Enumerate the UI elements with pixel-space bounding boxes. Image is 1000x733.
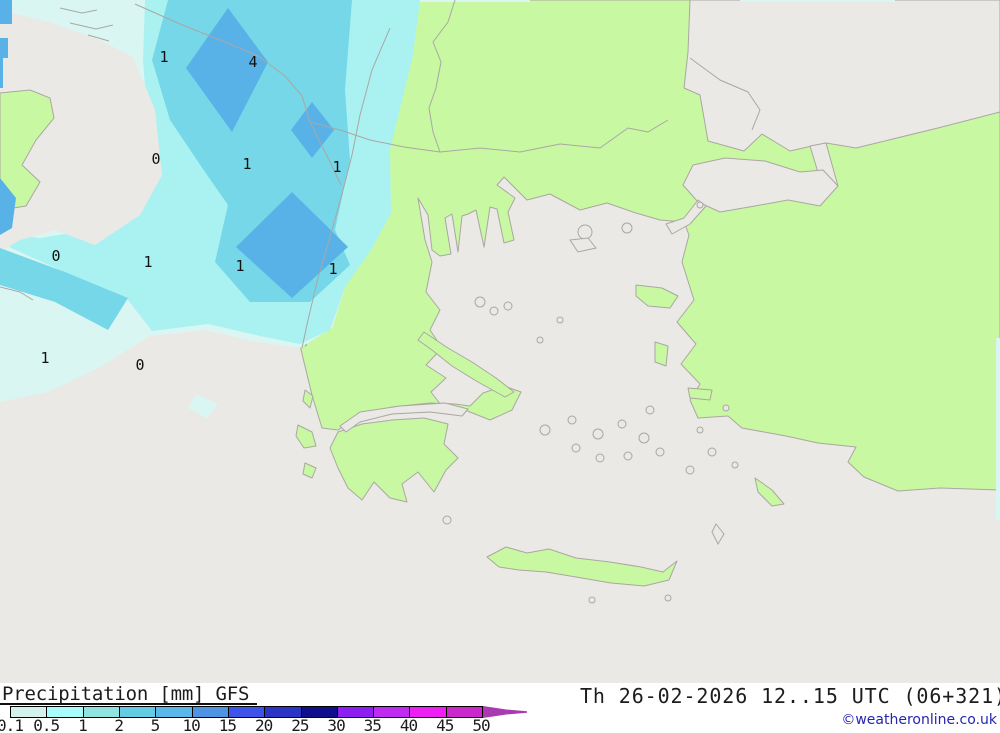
adriatic-dry-patch [0, 10, 162, 252]
legend-tick-1: 1 [78, 716, 88, 733]
legend-tick-40: 40 [399, 716, 418, 733]
legend-tick-0.5: 0.5 [33, 716, 60, 733]
contour-label: 0 [51, 247, 60, 265]
contour-label: 1 [332, 158, 341, 176]
legend-cell-30 [336, 707, 374, 717]
legend-bar: Precipitation [mm] GFS 0.1 0.5 1 2 5 10 15 20 25… [0, 683, 1000, 733]
croatian-islets [59, 7, 114, 42]
legend-cell-1 [82, 707, 119, 717]
run-datetime: Th 26-02-2026 12..15 UTC (06+321) [579, 684, 1000, 708]
contour-label: 1 [159, 48, 168, 66]
legend-tick-30: 30 [327, 716, 345, 733]
contour-label: 1 [328, 260, 337, 278]
legend-cell-35 [373, 707, 410, 717]
legend-cell-25 [300, 707, 337, 717]
albania-coastline [301, 27, 391, 349]
peloponnese [329, 417, 459, 503]
legend-tick-25: 25 [291, 716, 309, 733]
zakynthos-island [302, 462, 317, 479]
italy-coastline [0, 286, 34, 301]
legend-cell-2 [118, 707, 156, 717]
map-area: 1 4 0 1 1 0 1 1 1 1 0 [0, 0, 1000, 683]
country-border-3 [309, 121, 441, 153]
samos-island [687, 387, 713, 401]
copyright-credit: ©weatheronline.co.uk [841, 712, 997, 728]
kefalonia-island [295, 424, 317, 449]
precip-colorbar [10, 706, 483, 718]
contour-label: 1 [242, 155, 251, 173]
legend-ticks: 0.1 0.5 1 2 5 10 15 20 25 30 35 40 45 50 [0, 683, 1000, 733]
aegean-islands [442, 201, 739, 604]
contour-labels: 1 4 0 1 1 0 1 1 1 1 0 [40, 48, 341, 374]
seas [339, 0, 1000, 433]
contour-label: 0 [151, 150, 160, 168]
legend-tick-2: 2 [114, 716, 124, 733]
legend-cell-15 [227, 707, 265, 717]
contour-label: 1 [40, 349, 49, 367]
contour-label: 1 [143, 253, 152, 271]
euboea-island [417, 331, 515, 398]
crete-island [486, 546, 678, 587]
contour-label: 0 [135, 356, 144, 374]
legend-tick-50: 50 [472, 716, 490, 733]
legend-underline [0, 703, 257, 705]
croatia-coastline [134, 3, 342, 186]
black-sea [683, 0, 1000, 152]
legend-tick-10: 10 [182, 716, 201, 733]
legend-cell-45 [445, 707, 483, 717]
precip-2-cell [186, 8, 268, 132]
legend-title: Precipitation [mm] GFS [2, 683, 250, 705]
legend-tick-0.1: 0.1 [0, 716, 24, 733]
coastlines-borders [0, 0, 761, 349]
legend-tick-20: 20 [254, 716, 273, 733]
legend-tick-35: 35 [363, 716, 382, 733]
contour-label: 4 [248, 53, 257, 71]
legend-tick-15: 15 [218, 716, 237, 733]
legend-tick-5: 5 [150, 716, 161, 733]
legend-cell-20 [264, 707, 301, 717]
country-border-1 [428, 0, 456, 153]
legend-cell-0.1 [11, 707, 47, 717]
legend-cell-10 [191, 707, 228, 717]
gulf-of-corinth [339, 402, 469, 433]
contour-label: 1 [235, 257, 244, 275]
weather-map: 1 4 0 1 1 0 1 1 1 1 0 [0, 0, 1000, 683]
precipitation-overlay [0, 0, 1000, 520]
lefkada-island [302, 389, 314, 409]
country-border-4 [689, 57, 761, 131]
lesbos-island [635, 284, 679, 309]
chios-island [654, 341, 669, 367]
country-border-2 [439, 119, 669, 153]
legend-cell-40 [409, 707, 446, 717]
legend-cell-5 [155, 707, 192, 717]
dardanelles-strait [665, 199, 707, 235]
legend-cell-0.5 [46, 707, 83, 717]
legend-tick-45: 45 [436, 716, 454, 733]
rhodes-island [754, 477, 785, 507]
